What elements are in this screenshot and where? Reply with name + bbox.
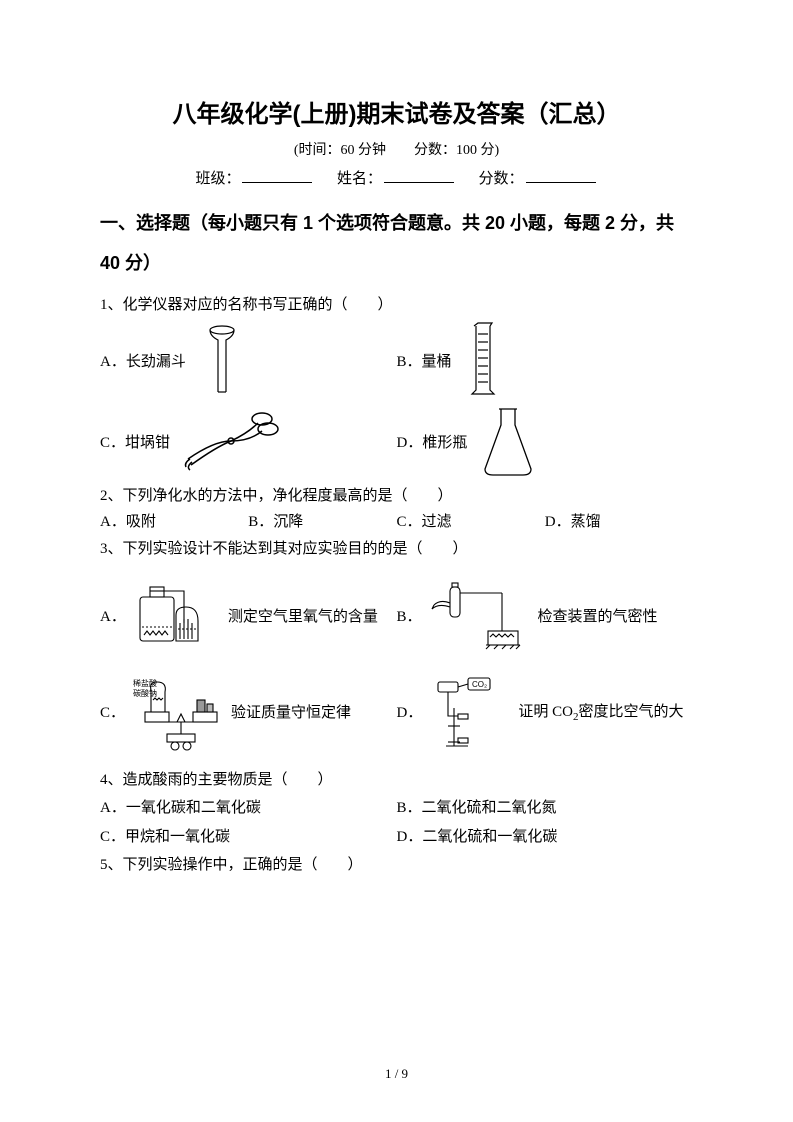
score-blank[interactable] (526, 167, 596, 183)
name-blank[interactable] (384, 167, 454, 183)
q2-stem: 2、下列净化水的方法中，净化程度最高的是（ ） (100, 482, 693, 511)
q5-stem: 5、下列实验操作中，正确的是（ ） (100, 851, 693, 880)
q3-row2: C． 稀盐酸 (100, 664, 693, 760)
svg-text:CO₂: CO₂ (472, 680, 487, 689)
q1-optC: C．坩埚钳 (100, 431, 170, 452)
q2-optC: C．过滤 (397, 510, 545, 531)
q4-stem: 4、造成酸雨的主要物质是（ ） (100, 766, 693, 795)
q2-options: A．吸附 B．沉降 C．过滤 D．蒸馏 (100, 510, 693, 531)
student-info-line: 班级： 姓名： 分数： (100, 167, 693, 188)
q4-optC: C．甲烷和一氧化碳 (100, 823, 397, 852)
q4-options: A．一氧化碳和二氧化碳 B．二氧化硫和二氧化氮 C．甲烷和一氧化碳 D．二氧化硫… (100, 794, 693, 851)
q1-optA: A．长劲漏斗 (100, 350, 186, 371)
erlenmeyer-flask-icon (473, 403, 543, 481)
svg-text:碳酸钠: 碳酸钠 (133, 688, 157, 698)
q2-optA: A．吸附 (100, 510, 248, 531)
q1-row2: C．坩埚钳 D．椎形瓶 (100, 402, 693, 482)
q3-optB-text: 检查装置的气密性 (538, 605, 658, 626)
co2-density-apparatus-icon: CO₂ (428, 672, 518, 752)
q4-optA: A．一氧化碳和二氧化碳 (100, 794, 397, 823)
q3-optC-text: 验证质量守恒定律 (231, 701, 351, 722)
section-1-heading: 一、选择题（每小题只有 1 个选项符合题意。共 20 小题，每题 2 分，共 4… (100, 204, 693, 283)
page-number: 1 / 9 (0, 1066, 793, 1082)
page-title: 八年级化学(上册)期末试卷及答案（汇总） (100, 94, 693, 129)
q1-optB: B．量桶 (397, 350, 452, 371)
q3-optC-label: C． (100, 701, 125, 722)
q3-optA-text: 测定空气里氧气的含量 (228, 605, 378, 626)
q1-row1: A．长劲漏斗 B．量桶 (100, 320, 693, 402)
q2-optD: D．蒸馏 (545, 510, 693, 531)
exam-meta: (时间：60 分钟 分数：100 分) (100, 139, 693, 159)
q3-optD-label: D． (397, 701, 423, 722)
class-blank[interactable] (242, 167, 312, 183)
q3-optA-label: A． (100, 605, 126, 626)
oxygen-content-apparatus-icon (132, 579, 228, 653)
q3-stem: 3、下列实验设计不能达到其对应实验目的的是（ ） (100, 535, 693, 564)
q1-stem: 1、化学仪器对应的名称书写正确的（ ） (100, 291, 693, 320)
crucible-tongs-icon (176, 407, 286, 477)
mass-conservation-balance-icon: 稀盐酸 碳酸钠 (131, 672, 231, 752)
q3-row1: A． 测定空气里氧气 (100, 568, 693, 664)
class-label: 班级： (195, 171, 240, 187)
q2-optB: B．沉降 (248, 510, 396, 531)
graduated-cylinder-icon (458, 320, 508, 402)
score-label: 分数： (479, 171, 524, 187)
funnel-icon (192, 322, 252, 400)
name-label: 姓名： (337, 171, 382, 187)
q3-optB-label: B． (397, 605, 422, 626)
airtight-check-apparatus-icon (428, 579, 538, 653)
q4-optD: D．二氧化硫和一氧化碳 (397, 823, 694, 852)
svg-text:稀盐酸: 稀盐酸 (133, 678, 157, 688)
q4-optB: B．二氧化硫和二氧化氮 (397, 794, 694, 823)
q1-optD: D．椎形瓶 (397, 431, 468, 452)
q3-optD-text: 证明 CO2密度比空气的大 (518, 700, 683, 723)
